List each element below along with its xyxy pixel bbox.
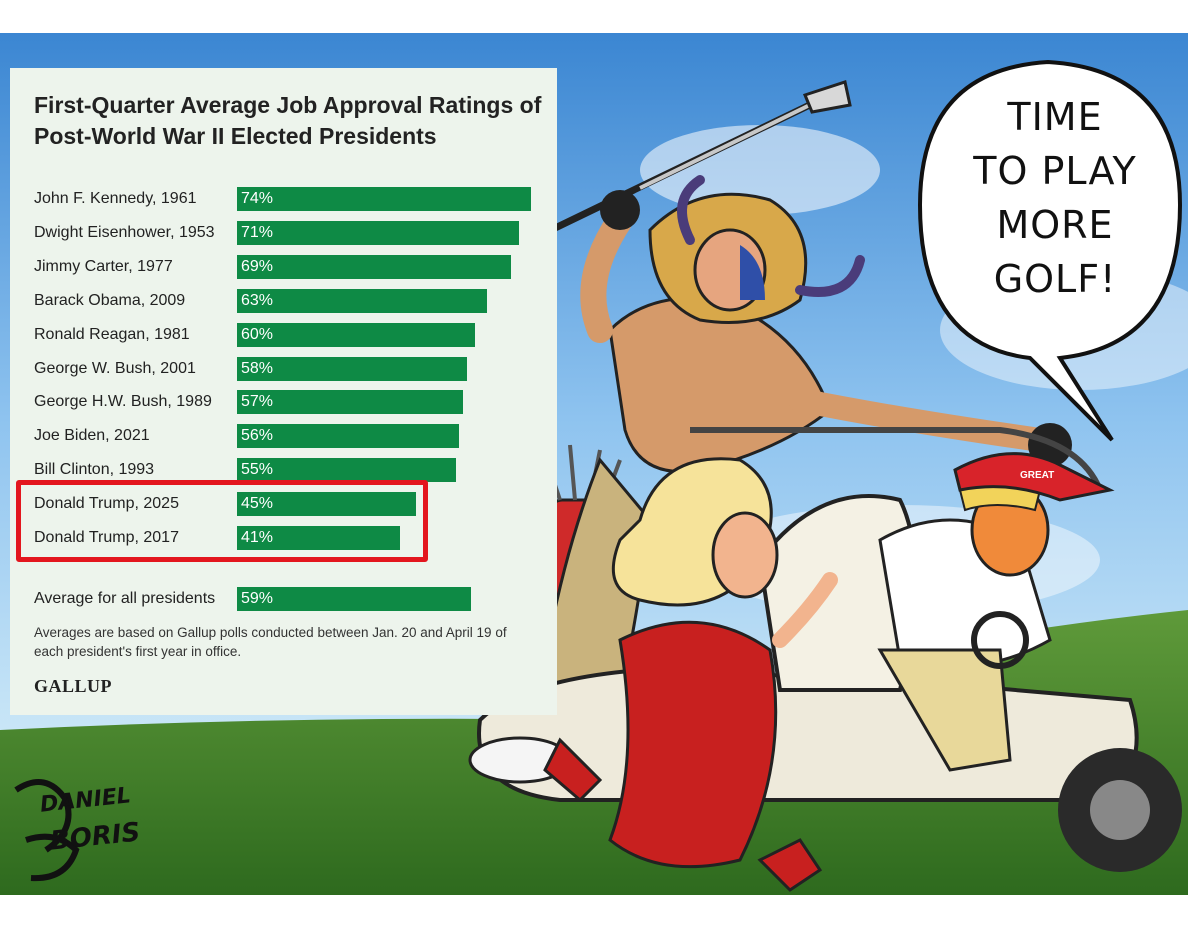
man-arm <box>580 207 633 343</box>
approval-bar <box>237 424 460 449</box>
golf-club-head <box>802 80 852 114</box>
president-label: Dwight Eisenhower, 1953 <box>34 223 215 241</box>
red-dress <box>608 620 778 869</box>
approval-value-label: 60% <box>241 325 274 343</box>
signature-graphic <box>14 779 80 882</box>
president-label: Jimmy Carter, 1977 <box>34 257 173 275</box>
artist-signature: DANIEL BORIS <box>6 770 156 890</box>
speech-line: MORE <box>996 203 1114 247</box>
president-label: Donald Trump, 2025 <box>34 495 179 513</box>
approval-bar <box>237 254 512 279</box>
approval-value-label: 55% <box>241 461 274 479</box>
approval-value-label: 58% <box>241 359 274 377</box>
source-logo: GALLUP <box>34 676 113 696</box>
speech-line: GOLF! <box>993 257 1117 301</box>
woman-face <box>711 511 779 599</box>
approval-bar <box>237 356 468 381</box>
president-label: Donald Trump, 2017 <box>34 529 179 546</box>
approval-value-label: 71% <box>241 223 274 241</box>
driver-pants <box>877 648 1012 772</box>
average-label: Average for all presidents <box>34 590 216 607</box>
horn <box>677 175 705 245</box>
steering-wheel <box>971 611 1029 669</box>
chart-footnote: Averages are based on Gallup polls condu… <box>34 625 507 659</box>
approval-bar <box>237 458 456 483</box>
approval-bar <box>237 526 400 550</box>
cloud <box>640 125 880 215</box>
speech-line: TO PLAY <box>973 149 1137 193</box>
approval-value-label: 57% <box>241 393 274 411</box>
approval-value-label: 56% <box>241 427 274 445</box>
cart-roof-bar <box>690 427 1103 492</box>
speech-line: TIME <box>1007 95 1103 139</box>
average-value-label: 59% <box>241 590 274 607</box>
president-label: George W. Bush, 2001 <box>34 359 196 377</box>
approval-bar <box>237 390 464 415</box>
approval-bar <box>237 322 476 347</box>
man-arm-right <box>788 388 1052 452</box>
president-label: Barack Obama, 2009 <box>34 291 186 309</box>
woman-arm <box>772 572 838 648</box>
chart-title: First-Quarter Average Job Approval Ratin… <box>34 92 542 149</box>
woman-boot <box>757 838 823 892</box>
approval-bar <box>237 220 520 245</box>
approval-value-label: 63% <box>241 291 274 309</box>
approval-value-label: 69% <box>241 257 274 275</box>
approval-bar <box>237 187 531 211</box>
trump-highlight-box <box>16 480 428 562</box>
president-label: Bill Clinton, 1993 <box>34 461 155 479</box>
woman-boot <box>543 737 603 803</box>
approval-value-label: 74% <box>241 190 274 207</box>
approval-value-label: 45% <box>241 495 274 513</box>
average-bar <box>237 587 472 611</box>
president-label: George H.W. Bush, 1989 <box>34 393 212 411</box>
approval-value-label: 41% <box>241 529 274 546</box>
red-cap <box>953 452 1115 502</box>
president-label: Ronald Reagan, 1981 <box>34 325 190 343</box>
approval-bar <box>237 288 488 313</box>
president-label: John F. Kennedy, 1961 <box>34 190 197 207</box>
man-glove <box>600 190 640 230</box>
horn <box>795 255 865 297</box>
approval-bar <box>237 492 416 517</box>
speech-bubble-text: TIME TO PLAY MORE GOLF! <box>945 90 1165 306</box>
cap-text: GREAT <box>1020 470 1054 481</box>
chart-panel: First-Quarter Average Job Approval Ratin… <box>10 68 557 715</box>
president-label: Joe Biden, 2021 <box>34 427 150 445</box>
speech-bubble <box>917 59 1183 442</box>
